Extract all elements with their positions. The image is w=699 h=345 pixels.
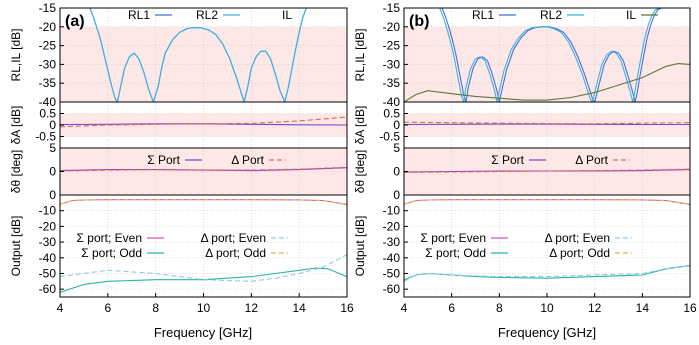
legend-label: Σ Port [147,153,180,167]
legend-label: RL2 [196,8,218,22]
series-line-delta_odd [60,199,347,205]
y-tick-label: -40 [383,251,401,265]
x-tick-label: 4 [57,301,64,315]
x-tick-label: 16 [683,301,697,315]
legend-label: Δ port; Odd [549,246,610,260]
x-axis-label-a: Frequency [GHz] [154,325,252,340]
legend-label: IL [282,8,292,22]
y-tick-label: -30 [383,235,401,249]
y-tick-label: 0 [49,188,56,202]
y-tick-label: -30 [383,57,401,71]
x-axis-label-b: Frequency [GHz] [498,325,596,340]
panel-b: -40 -35 -30 -25 -20 -15 RL,IL [dB] RL1 RL2 IL -0.5… [353,1,697,315]
series-line-delta_even [404,265,690,282]
x-tick-label: 16 [340,301,354,315]
y-axis-label: Output [dB] [9,216,23,277]
y-tick-label: 5 [393,141,400,155]
y-tick-label: -15 [39,1,57,15]
x-tick-label: 14 [292,301,306,315]
y-axis-label: δA [dB] [9,106,23,145]
y-tick-label: -20 [383,20,401,34]
y-tick-label: -10 [383,204,401,218]
series-line-sigma_odd [404,265,690,281]
panel-label: (a) [65,13,85,30]
y-tick-label: -0.5 [379,130,400,144]
x-tick-label: 6 [448,301,455,315]
legend-label: IL [626,8,636,22]
y-tick-label: -35 [39,76,57,90]
y-tick-label: 0 [393,188,400,202]
y-tick-label: -50 [39,266,57,280]
legend-label: Δ Port [575,153,608,167]
legend-label: Σ port; Even [421,231,486,245]
series-line-sigma [60,167,347,172]
legend-label: RL1 [128,8,150,22]
series-line-delta_even [60,254,347,282]
y-axis-label: Output [dB] [353,216,367,277]
y-axis-label: δA [dB] [353,106,367,145]
x-tick-label: 12 [588,301,602,315]
legend-label: Δ Port [231,153,264,167]
y-tick-label: 0 [393,165,400,179]
y-tick-label: -20 [383,219,401,233]
y-axis-label: RL,IL [dB] [353,29,367,82]
x-tick-label: 8 [496,301,503,315]
y-tick-label: -10 [39,204,57,218]
series-line-delta_odd [404,199,690,205]
series-line-rl1 [441,8,662,102]
y-tick-label: -30 [39,235,57,249]
series-line-rl2 [89,8,307,102]
legend-label: Σ port; Odd [81,246,142,260]
panel-label: (b) [409,13,429,30]
y-tick-label: 0 [49,165,56,179]
y-tick-label: -40 [383,95,401,109]
y-tick-label: 5 [49,141,56,155]
series-line-sigma [60,123,347,126]
y-tick-label: -0.5 [35,130,56,144]
y-axis-label: RL,IL [dB] [9,29,23,82]
y-tick-label: -25 [39,39,57,53]
y-tick-label: -40 [39,95,57,109]
legend-label: RL2 [540,8,562,22]
y-tick-label: 0 [393,118,400,132]
series-line-il [404,63,690,102]
y-tick-label: -60 [383,282,401,296]
legend-label: Σ port; Odd [425,246,486,260]
x-tick-label: 6 [104,301,111,315]
spec-band [60,113,347,137]
x-tick-label: 10 [197,301,211,315]
y-tick-label: -25 [383,39,401,53]
legend-label: Σ Port [491,153,524,167]
spec-band [404,113,690,137]
y-tick-label: 0 [49,118,56,132]
y-tick-label: -15 [383,1,401,15]
y-tick-label: -50 [383,266,401,280]
x-tick-label: 12 [245,301,259,315]
legend-label: Δ port; Even [545,231,610,245]
series-line-sigma [404,169,690,173]
y-tick-label: 0.5 [383,107,400,121]
series-line-rl2 [439,8,660,102]
y-tick-label: -40 [39,251,57,265]
y-tick-label: -20 [39,219,57,233]
panel-a: -40 -35 -30 -25 -20 -15 RL,IL [dB] RL1 RL2 IL -0.5… [9,1,354,315]
y-axis-label: δθ [deg] [353,150,367,193]
y-tick-label: -35 [383,76,401,90]
y-tick-label: -30 [39,57,57,71]
legend-label: RL1 [472,8,494,22]
x-tick-label: 8 [152,301,159,315]
series-line-sigma_odd [60,267,347,293]
x-tick-label: 4 [401,301,408,315]
legend-label: Δ port; Odd [205,246,266,260]
y-tick-label: 0.5 [39,107,56,121]
y-axis-label: δθ [deg] [9,150,23,193]
y-tick-label: -20 [39,20,57,34]
x-tick-label: 10 [540,301,554,315]
legend-label: Δ port; Even [201,231,266,245]
legend-label: Σ port; Even [77,231,142,245]
x-tick-label: 14 [636,301,650,315]
y-tick-label: -60 [39,282,57,296]
